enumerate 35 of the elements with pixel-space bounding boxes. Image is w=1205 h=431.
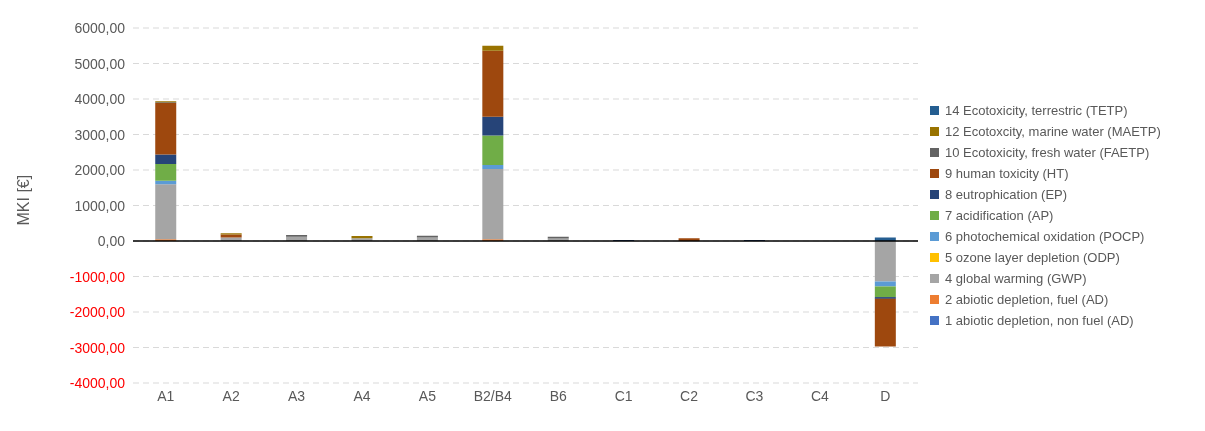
x-tick-label: A4 [353, 387, 371, 404]
x-tick-label: D [880, 387, 891, 404]
y-tick-label: 2000,00 [74, 162, 126, 178]
x-tick-label: A5 [418, 387, 437, 404]
x-tick-label: B2/B4 [473, 387, 513, 404]
y-tick-label: 5000,00 [74, 55, 126, 72]
legend-label: 8 eutrophication (EP) [944, 187, 1069, 202]
y-tick-label: 3000,00 [74, 126, 126, 143]
x-tick-label: C2 [680, 387, 699, 404]
x-tick-label: C1 [614, 387, 633, 404]
legend-label: 10 Ecotoxicity, fresh water (FAETP) [944, 145, 1151, 160]
legend-label: 14 Ecotoxicity, terrestric (TETP) [944, 103, 1129, 118]
x-tick-label: A2 [222, 387, 240, 404]
y-tick-label: -1000,00 [69, 268, 126, 285]
legend-label: 4 global warming (GWP) [944, 271, 1088, 286]
y-tick-label: 0,00 [97, 233, 126, 249]
legend-label: 9 human toxicity (HT) [944, 166, 1070, 181]
legend-label: 2 abiotic depletion, fuel (AD) [944, 292, 1110, 307]
y-axis-title: MKI [€] [14, 174, 32, 226]
y-tick-label: 6000,00 [74, 20, 126, 36]
y-tick-label: 4000,00 [74, 91, 126, 107]
x-tick-label: C3 [745, 387, 764, 404]
legend-label: 12 Ecotoxcity, marine water (MAETP) [944, 124, 1162, 139]
y-tick-label: 1000,00 [74, 197, 126, 214]
y-tick-label: -3000,00 [69, 339, 126, 356]
legend-label: 1 abiotic depletion, non fuel (AD) [944, 313, 1135, 328]
x-tick-label: C4 [810, 387, 830, 404]
x-tick-label: B6 [549, 387, 567, 404]
x-tick-label: A1 [157, 387, 175, 404]
legend-label: 7 acidification (AP) [944, 208, 1055, 223]
y-tick-label: -2000,00 [69, 304, 126, 320]
legend-label: 5 ozone layer depletion (ODP) [944, 250, 1121, 265]
y-tick-label: -4000,00 [69, 375, 126, 391]
legend-label: 6 photochemical oxidation (POCP) [944, 229, 1146, 244]
x-tick-label: A3 [287, 387, 306, 404]
